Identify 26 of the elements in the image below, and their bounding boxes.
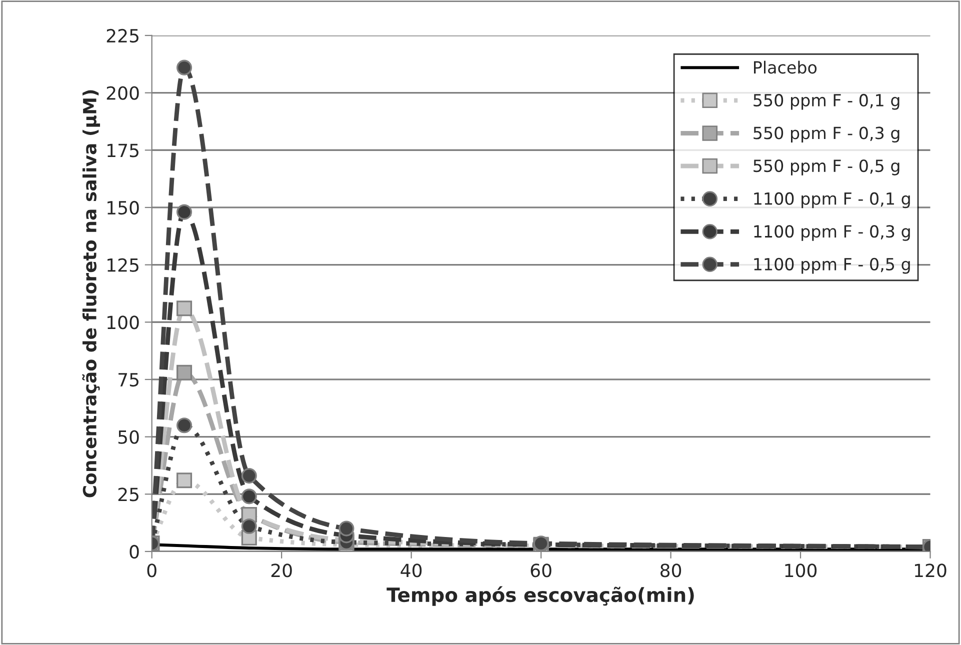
legend-label: 1100 ppm F - 0,5 g <box>754 258 910 274</box>
y-tick-label: 125 <box>108 258 138 272</box>
legend-label: 1100 ppm F - 0,3 g <box>754 225 910 241</box>
legend-label: 550 ppm F - 0,3 g <box>754 126 900 143</box>
legend-label: Placebo <box>754 60 817 74</box>
x-tick-label: 80 <box>660 564 682 578</box>
x-tick-label: 0 <box>147 564 156 578</box>
x-axis-title: Tempo após escovação(min) <box>386 586 694 606</box>
legend-label: 1100 ppm F - 0,1 g <box>754 192 910 208</box>
y-tick-label: 50 <box>118 430 139 444</box>
x-tick-label: 40 <box>400 564 422 578</box>
x-tick-label: 120 <box>915 564 946 578</box>
x-tick-label: 20 <box>271 564 292 578</box>
y-tick-label: 175 <box>108 144 138 158</box>
x-tick-label: 60 <box>530 564 552 578</box>
x-tick-label: 100 <box>785 564 817 578</box>
y-tick-label: 200 <box>106 86 139 100</box>
y-tick-label: 150 <box>108 200 139 215</box>
y-tick-label: 25 <box>118 488 138 502</box>
y-tick-label: 0 <box>130 544 139 559</box>
legend-label: 550 ppm F - 0,5 g <box>754 159 900 176</box>
y-tick-label: 100 <box>108 316 139 330</box>
y-tick-label: 225 <box>106 28 138 43</box>
legend-label: 550 ppm F - 0,1 g <box>754 94 900 110</box>
y-axis-title: Concentração de fluoreto na saliva (μM) <box>82 90 100 498</box>
y-tick-label: 75 <box>118 373 138 387</box>
